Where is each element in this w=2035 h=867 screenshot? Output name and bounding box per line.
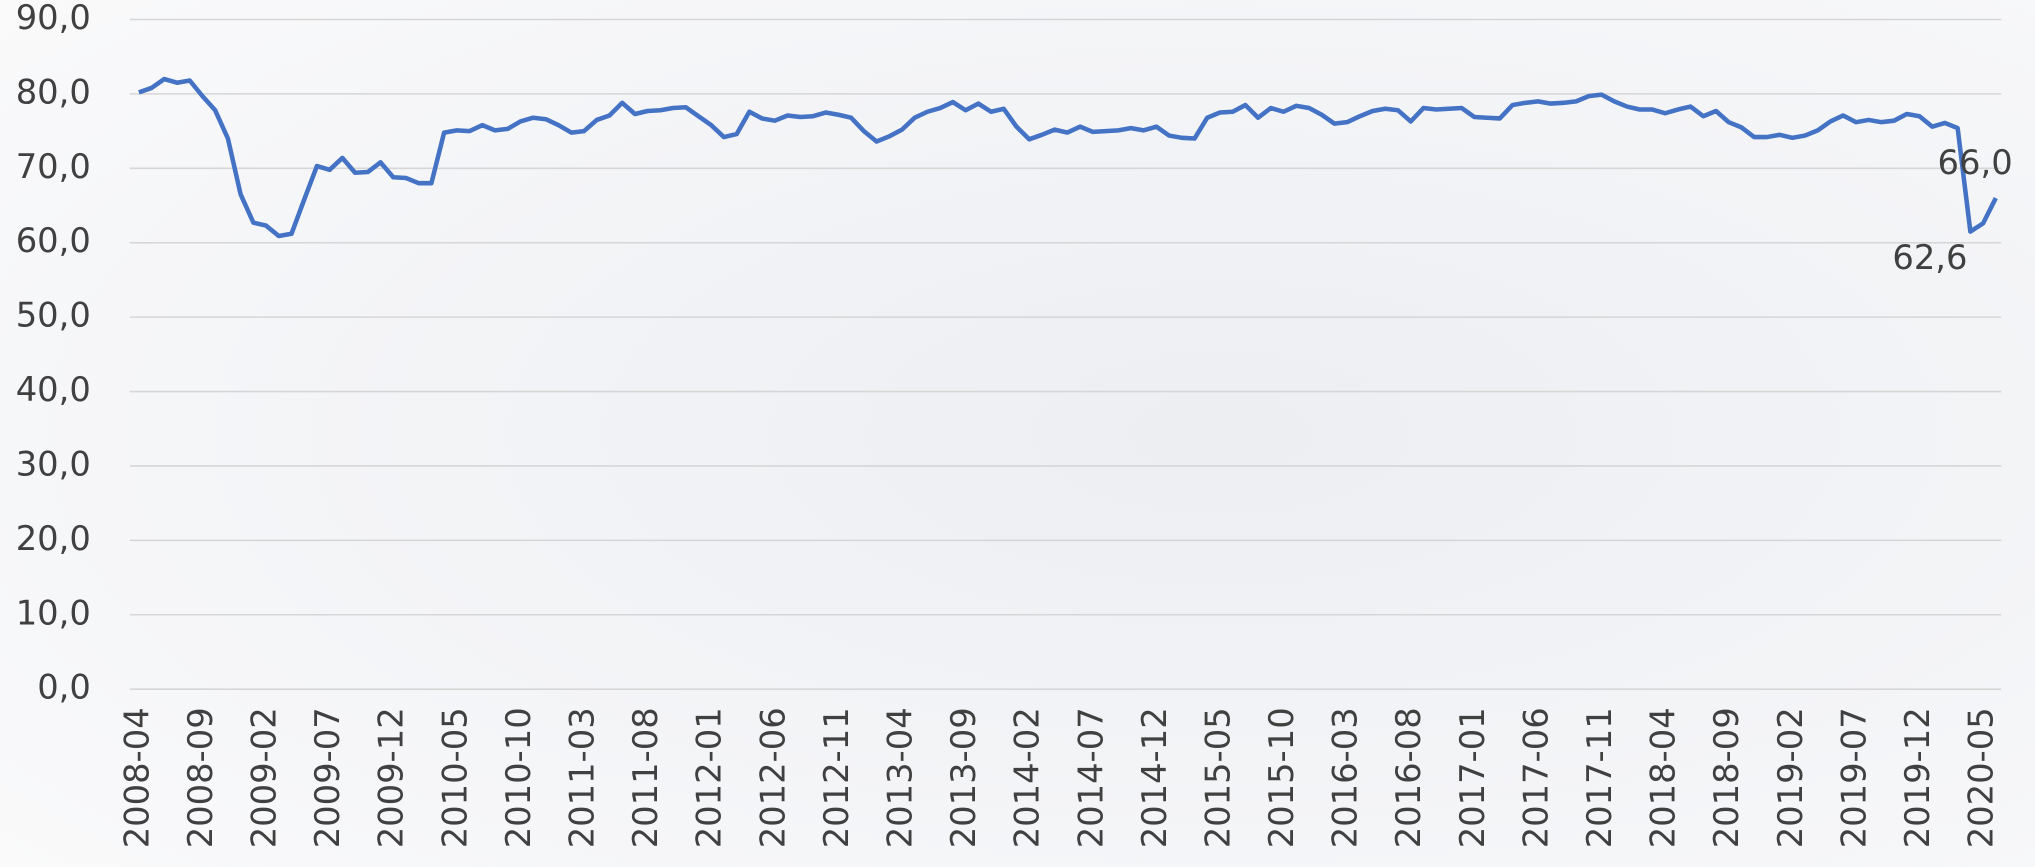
x-tick-label: 2015-10: [1262, 707, 1301, 848]
x-tick-label: 2012-11: [817, 707, 856, 848]
y-tick-label: 40,0: [16, 370, 91, 409]
x-tick-label: 2014-12: [1135, 707, 1174, 848]
y-tick-label: 70,0: [16, 147, 91, 186]
x-tick-label: 2017-11: [1580, 707, 1619, 848]
x-tick-label: 2019-02: [1771, 707, 1810, 848]
data-label: 62,6: [1892, 238, 1967, 277]
x-tick-label: 2012-06: [753, 707, 792, 848]
x-tick-label: 2011-08: [626, 707, 665, 848]
x-tick-label: 2008-09: [181, 707, 220, 848]
y-tick-label: 20,0: [16, 519, 91, 558]
x-tick-label: 2018-09: [1707, 707, 1746, 848]
y-tick-label: 30,0: [16, 444, 91, 483]
x-tick-label: 2013-09: [944, 707, 983, 848]
x-tick-label: 2017-01: [1453, 707, 1492, 848]
x-tick-label: 2009-12: [372, 707, 411, 848]
x-tick-label: 2013-04: [880, 707, 919, 848]
y-tick-label: 90,0: [16, 0, 91, 37]
x-tick-label: 2016-03: [1326, 707, 1365, 848]
x-tick-label: 2014-02: [1008, 707, 1047, 848]
x-tick-label: 2010-10: [499, 707, 538, 848]
x-tick-label: 2016-08: [1389, 707, 1428, 848]
y-tick-label: 0,0: [37, 668, 91, 707]
y-tick-label: 50,0: [16, 296, 91, 335]
data-line: [138, 76, 1998, 239]
y-tick-label: 80,0: [16, 72, 91, 111]
data-label: 66,0: [1938, 143, 2013, 182]
x-tick-label: 2009-02: [245, 707, 284, 848]
x-tick-label: 2014-07: [1071, 707, 1110, 848]
x-tick-label: 2011-03: [563, 707, 602, 848]
x-tick-label: 2015-05: [1198, 707, 1237, 848]
x-tick-label: 2012-01: [690, 707, 729, 848]
x-tick-label: 2018-04: [1644, 707, 1683, 848]
x-tick-label: 2019-12: [1898, 707, 1937, 848]
x-tick-label: 2017-06: [1516, 707, 1555, 848]
y-tick-label: 10,0: [16, 593, 91, 632]
y-tick-label: 60,0: [16, 221, 91, 260]
x-tick-label: 2008-04: [117, 707, 156, 848]
x-tick-label: 2010-05: [435, 707, 474, 848]
x-tick-label: 2019-07: [1834, 707, 1873, 848]
x-tick-label: 2009-07: [308, 707, 347, 848]
x-tick-label: 2020-05: [1962, 707, 2001, 848]
